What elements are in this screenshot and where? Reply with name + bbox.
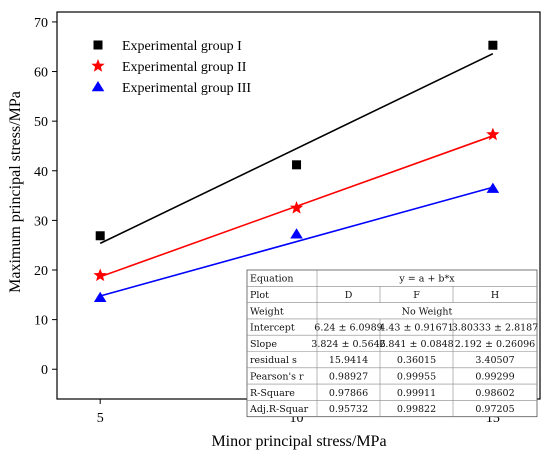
fit-table-cell: Weight	[250, 306, 284, 317]
data-point	[93, 268, 107, 282]
fit-table-cell: 3.40507	[475, 355, 514, 366]
fit-table-cell: D	[345, 290, 353, 301]
data-point	[95, 231, 105, 241]
y-axis-label: Maximum principal stress/MPa	[7, 91, 24, 293]
fit-table-cell: 3.80333 ± 2.8187	[452, 323, 539, 334]
fit-line	[99, 186, 494, 297]
fit-table-cell: Intercept	[250, 323, 295, 334]
fit-table-cell: Plot	[250, 290, 269, 301]
fit-table-cell: 0.99955	[397, 372, 436, 383]
y-tick-label: 20	[34, 264, 48, 279]
legend-label: Experimental group II	[122, 60, 247, 75]
fit-table: Equation y = a + b*x Plot D F H Weight No Weigh…	[246, 269, 539, 418]
fit-table-cell: Adj.R-Squar	[249, 404, 309, 415]
fit-table-cell: 6.24 ± 6.0989	[314, 323, 382, 334]
legend-marker	[91, 81, 105, 92]
data-markers	[93, 40, 500, 302]
fit-table-cell: 15.9414	[329, 355, 368, 366]
fit-table-cell: Slope	[250, 339, 277, 350]
data-point	[486, 182, 500, 193]
y-tick-label: 10	[34, 314, 48, 329]
fit-table-cell: y = a + b*x	[398, 274, 455, 285]
fit-table-cell: 0.95732	[329, 404, 368, 415]
data-point	[289, 201, 304, 214]
data-point	[488, 40, 498, 50]
fit-table-cell: No Weight	[402, 306, 453, 317]
fit-table-cell: 0.36015	[397, 355, 436, 366]
data-point	[93, 291, 107, 302]
fit-table-cell: R-Square	[250, 388, 295, 399]
fit-table-cell: Equation	[250, 274, 294, 285]
fit-line	[99, 52, 494, 245]
y-tick-label: 60	[34, 66, 48, 81]
legend-marker	[91, 59, 105, 72]
fit-table-cell: 4.43 ± 0.91671	[379, 323, 453, 334]
legend-label: Experimental group I	[122, 39, 242, 54]
fit-table-cell: 0.99911	[397, 388, 436, 399]
fit-table-cell: F	[413, 290, 420, 301]
y-tick-label: 40	[34, 165, 48, 180]
fit-table-cell: Pearson's r	[250, 372, 304, 383]
legend-marker	[93, 40, 103, 50]
data-point	[486, 127, 500, 141]
fit-table-cell: residual s	[250, 355, 297, 366]
data-point	[292, 160, 302, 170]
y-tick-label: 0	[41, 363, 48, 378]
fit-table-cell: 0.99822	[397, 404, 436, 415]
fit-table-cell: 2.841 ± 0.0848	[379, 339, 453, 350]
data-point	[290, 228, 303, 239]
fit-table-cell: 3.824 ± 0.5646	[311, 339, 385, 350]
y-tick-label: 70	[34, 16, 48, 31]
legend: Experimental group I Experimental group I…	[91, 39, 251, 96]
fit-table-cell: 0.97205	[475, 404, 514, 415]
legend-label: Experimental group III	[122, 81, 251, 96]
fit-table-cell: 0.99299	[475, 372, 514, 383]
fit-table-cell: 0.98602	[475, 388, 514, 399]
x-tick-label: 5	[97, 411, 104, 426]
fit-table-cell: H	[491, 290, 499, 301]
fit-table-cell: 0.98927	[329, 372, 368, 383]
fit-table-cell: 2.192 ± 0.26096	[455, 339, 535, 350]
fit-table-frame	[246, 269, 538, 418]
y-tick-label: 50	[34, 115, 48, 130]
y-tick-label: 30	[34, 214, 48, 229]
x-axis-label: Minor principal stress/MPa	[211, 433, 386, 450]
fit-table-cell: 0.97866	[329, 388, 368, 399]
